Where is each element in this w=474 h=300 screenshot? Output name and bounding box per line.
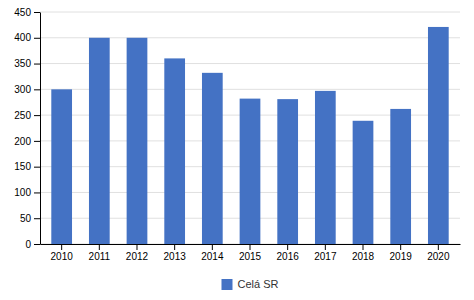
x-tick: 2020 xyxy=(427,244,450,262)
bar xyxy=(277,99,298,244)
bar xyxy=(240,99,261,244)
x-tick-label: 2011 xyxy=(89,251,111,262)
x-tick-mark xyxy=(99,244,100,250)
bar xyxy=(353,121,374,244)
x-tick: 2010 xyxy=(51,244,74,262)
y-tick-mark xyxy=(34,167,40,168)
grid-line xyxy=(40,12,460,13)
legend: Celá SR xyxy=(221,278,278,290)
x-tick: 2012 xyxy=(126,244,149,262)
y-tick-label: 50 xyxy=(20,213,32,224)
y-tick-label: 100 xyxy=(14,187,31,198)
bar xyxy=(428,27,449,244)
x-tick: 2015 xyxy=(239,244,262,262)
y-axis: 0 50 100 150 200 250 300 350 400 450 xyxy=(14,7,40,250)
y-tick: 0 xyxy=(25,239,40,250)
x-tick-label: 2020 xyxy=(427,251,450,262)
y-tick: 350 xyxy=(14,58,40,69)
bar xyxy=(315,91,336,244)
bars xyxy=(51,27,448,244)
x-tick-mark xyxy=(212,244,213,250)
y-tick-label: 250 xyxy=(14,110,31,121)
y-tick: 300 xyxy=(14,84,40,95)
y-tick-mark xyxy=(34,244,40,245)
bar xyxy=(127,38,148,244)
x-tick-label: 2014 xyxy=(201,251,224,262)
x-tick-mark xyxy=(287,244,288,250)
grid xyxy=(40,12,460,244)
x-tick-label: 2016 xyxy=(277,251,300,262)
y-tick: 250 xyxy=(14,110,40,121)
chart-svg: 0501001502002503003504004502010201120122… xyxy=(0,0,474,300)
bar xyxy=(164,58,185,244)
y-tick-label: 150 xyxy=(14,161,31,172)
y-tick-mark xyxy=(34,218,40,219)
y-tick-mark xyxy=(34,115,40,116)
legend-swatch xyxy=(221,279,232,290)
plot: 0501001502002503003504004502010201120122… xyxy=(14,7,460,262)
y-tick: 200 xyxy=(14,136,40,147)
x-tick-label: 2013 xyxy=(164,251,187,262)
x-tick-mark xyxy=(250,244,251,250)
y-tick: 100 xyxy=(14,187,40,198)
y-tick-mark xyxy=(34,192,40,193)
bar xyxy=(202,73,223,244)
y-tick: 450 xyxy=(14,7,40,18)
y-tick: 400 xyxy=(14,32,40,43)
x-tick-mark xyxy=(61,244,62,250)
y-tick-label: 400 xyxy=(14,32,31,43)
x-tick-label: 2017 xyxy=(314,251,337,262)
y-tick: 50 xyxy=(20,213,40,224)
x-tick-mark xyxy=(325,244,326,250)
x-tick: 2013 xyxy=(164,244,187,262)
x-tick: 2011 xyxy=(89,244,111,262)
x-tick-label: 2010 xyxy=(51,251,74,262)
y-tick-mark xyxy=(34,141,40,142)
x-tick: 2016 xyxy=(277,244,300,262)
x-tick-mark xyxy=(438,244,439,250)
x-tick: 2017 xyxy=(314,244,337,262)
x-tick-label: 2012 xyxy=(126,251,149,262)
x-tick-mark xyxy=(363,244,364,250)
y-tick-mark xyxy=(34,64,40,65)
y-axis-line xyxy=(40,13,41,245)
x-tick-mark xyxy=(400,244,401,250)
chart-container: 0501001502002503003504004502010201120122… xyxy=(0,0,474,300)
y-tick-label: 450 xyxy=(14,7,31,18)
y-tick-label: 200 xyxy=(14,136,31,147)
x-tick-mark xyxy=(136,244,137,250)
legend-label: Celá SR xyxy=(237,278,278,290)
x-tick-mark xyxy=(174,244,175,250)
legend-item: Celá SR xyxy=(221,278,278,290)
y-tick-mark xyxy=(34,12,40,13)
bar xyxy=(51,89,72,244)
y-tick-label: 350 xyxy=(14,58,31,69)
y-tick-label: 300 xyxy=(14,84,31,95)
y-tick-label: 0 xyxy=(25,239,31,250)
y-tick: 150 xyxy=(14,161,40,172)
x-tick: 2019 xyxy=(390,244,413,262)
x-tick: 2014 xyxy=(201,244,224,262)
x-tick-label: 2018 xyxy=(352,251,375,262)
x-tick: 2018 xyxy=(352,244,375,262)
bar xyxy=(89,38,110,244)
bar xyxy=(390,109,411,244)
x-axis: 2010 2011 2012 2013 2014 2015 2016 2017 2018 2019… xyxy=(41,244,461,262)
y-tick-mark xyxy=(34,89,40,90)
y-tick-mark xyxy=(34,38,40,39)
x-tick-label: 2015 xyxy=(239,251,262,262)
x-tick-label: 2019 xyxy=(390,251,413,262)
